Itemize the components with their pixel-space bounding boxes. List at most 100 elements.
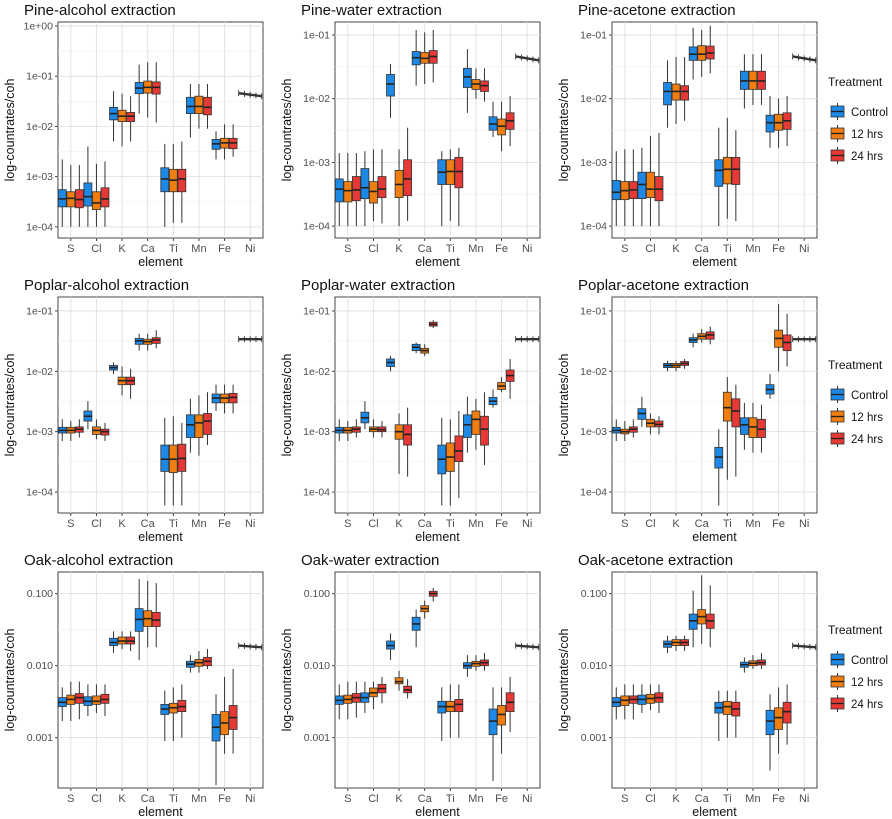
- x-tick-label: Cl: [91, 243, 101, 255]
- x-axis-label: element: [138, 255, 183, 269]
- plot-area: [611, 296, 818, 514]
- x-tick-label: Mn: [468, 243, 483, 255]
- plot-area: [334, 296, 541, 514]
- legend-label: Control: [851, 390, 888, 402]
- box: [688, 613, 698, 630]
- x-tick-label: Ca: [695, 518, 710, 530]
- x-tick-label: S: [67, 793, 74, 805]
- box: [92, 191, 101, 211]
- y-axis-label: log-countrates/coh: [557, 629, 571, 732]
- x-tick-label: K: [395, 243, 403, 255]
- legend-label: 24 hrs: [851, 699, 883, 711]
- y-tick-label: 1e+00: [24, 20, 54, 32]
- chart-title: Pine-water extraction: [301, 2, 442, 19]
- x-tick-label: K: [118, 243, 126, 255]
- x-tick-label: Ni: [245, 243, 255, 255]
- box: [480, 415, 489, 446]
- legend-label: Control: [851, 107, 888, 119]
- x-tick-label: Cl: [645, 243, 655, 255]
- chart-title: Oak-water extraction: [301, 552, 439, 569]
- x-tick-label: Cl: [368, 243, 378, 255]
- y-tick-label: 0.001: [27, 732, 53, 744]
- box: [160, 167, 170, 193]
- y-tick-label: 1e-03: [303, 157, 330, 169]
- box: [377, 176, 387, 199]
- box: [386, 74, 395, 97]
- plot-area: [334, 571, 541, 789]
- x-axis-label: element: [138, 805, 183, 819]
- box: [194, 414, 204, 438]
- x-axis-label: element: [138, 530, 183, 544]
- chart-panel: 1e-04 1e-03 1e-02 1e-01 S Cl K Ca Ti Mn Fe Ni Pine-a…: [557, 2, 818, 269]
- x-tick-label: Ca: [418, 243, 433, 255]
- y-axis-label: log-countrates/coh: [280, 629, 294, 732]
- x-tick-label: Ti: [723, 243, 732, 255]
- plot-area: [611, 571, 818, 789]
- y-tick-label: 0.010: [27, 660, 53, 672]
- plot-area: [57, 296, 264, 514]
- y-tick-label: 1e-03: [26, 426, 53, 438]
- box: [646, 171, 655, 199]
- x-tick-label: Fe: [495, 518, 508, 530]
- y-tick-label: 0.100: [581, 588, 607, 600]
- box: [611, 180, 621, 201]
- x-tick-label: Mn: [745, 793, 760, 805]
- y-tick-label: 1e-01: [303, 305, 330, 317]
- y-tick-label: 1e-04: [580, 221, 607, 233]
- y-tick-label: 1e-04: [303, 221, 330, 233]
- chart-panel: 1e-04 1e-03 1e-02 1e-01 1e+00 S Cl K Ca Ti Mn Fe Ni P…: [3, 2, 264, 269]
- legend-title: Treatment: [828, 623, 883, 637]
- box: [765, 709, 775, 736]
- x-tick-label: S: [344, 243, 351, 255]
- x-tick-label: Ca: [695, 793, 710, 805]
- x-tick-label: K: [395, 518, 403, 530]
- box: [463, 414, 472, 438]
- y-tick-label: 1e-02: [26, 366, 53, 378]
- box: [463, 67, 472, 88]
- y-tick-label: 1e-03: [580, 426, 607, 438]
- x-tick-label: Ni: [522, 518, 532, 530]
- x-tick-label: Mn: [745, 518, 760, 530]
- chart-title: Oak-acetone extraction: [578, 552, 733, 569]
- x-tick-label: Cl: [645, 518, 655, 530]
- x-tick-label: Fe: [218, 243, 231, 255]
- chart-panel: 1e-04 1e-03 1e-02 1e-01 S Cl K Ca Ti Mn Fe Ni Poplar…: [3, 277, 264, 544]
- box: [83, 182, 93, 207]
- x-tick-label: Mn: [191, 518, 206, 530]
- y-tick-label: 0.100: [304, 588, 330, 600]
- box: [697, 45, 707, 61]
- x-tick-label: Fe: [495, 793, 508, 805]
- x-tick-label: Mn: [191, 243, 206, 255]
- x-tick-label: Fe: [495, 243, 508, 255]
- y-tick-label: 1e-02: [303, 366, 330, 378]
- x-tick-label: Mn: [468, 518, 483, 530]
- x-tick-label: S: [344, 793, 351, 805]
- box: [203, 96, 212, 116]
- x-tick-label: Mn: [745, 243, 760, 255]
- chart-title: Poplar-acetone extraction: [578, 277, 749, 294]
- x-tick-label: S: [67, 243, 74, 255]
- x-tick-label: Ti: [723, 518, 732, 530]
- x-tick-label: Ca: [418, 518, 433, 530]
- x-tick-label: Ni: [522, 243, 532, 255]
- x-tick-label: K: [672, 243, 680, 255]
- x-tick-label: Fe: [772, 518, 785, 530]
- box: [731, 156, 741, 185]
- x-axis-label: element: [415, 530, 460, 544]
- x-axis-label: element: [692, 805, 737, 819]
- y-tick-label: 1e-03: [26, 171, 53, 183]
- box: [100, 187, 110, 208]
- x-tick-label: Ti: [723, 793, 732, 805]
- chart-panel: 1e-04 1e-03 1e-02 1e-01 S Cl K Ca Ti Mn Fe Ni Poplar…: [280, 277, 541, 544]
- x-tick-label: Ti: [169, 793, 178, 805]
- box: [186, 414, 195, 438]
- box: [334, 178, 344, 203]
- box: [731, 398, 741, 428]
- x-tick-label: Ni: [245, 793, 255, 805]
- box: [740, 417, 749, 435]
- box: [765, 114, 775, 133]
- x-tick-label: Ti: [446, 518, 455, 530]
- box: [714, 159, 724, 187]
- chart-title: Pine-alcohol extraction: [24, 2, 176, 19]
- box: [194, 95, 204, 114]
